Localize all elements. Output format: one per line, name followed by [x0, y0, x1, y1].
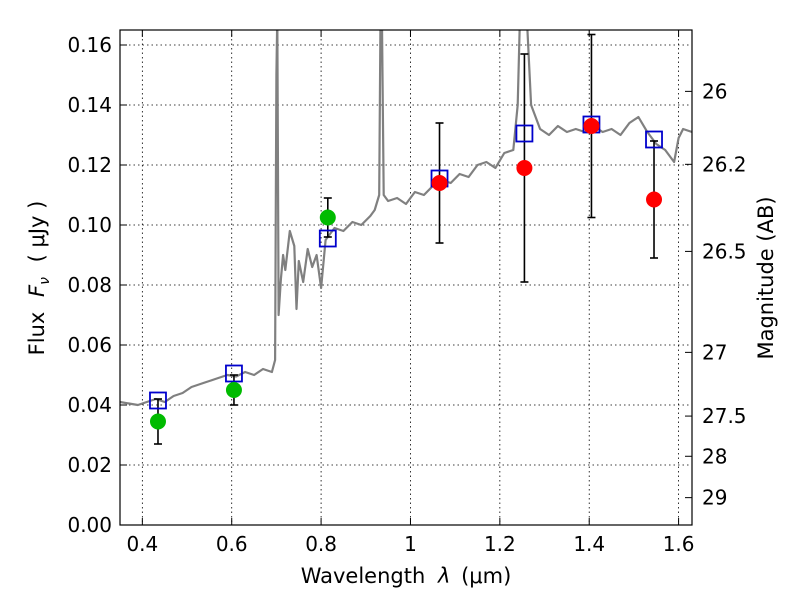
- axes: 0.4 0.6 0.8 1 1.2 1.4 1.6 0.00 0.02 0.04 0.06 0.08 0…: [67, 30, 747, 556]
- right-axis-label: Magnitude (AB): [754, 196, 778, 359]
- model-photometry-square: [318, 229, 337, 248]
- y2-tick-label: 26.2: [702, 152, 747, 176]
- y-tick-label: 0.00: [67, 513, 112, 537]
- x-tick-label: 1: [404, 532, 417, 556]
- y-axis-unit: ( μJy ): [25, 201, 49, 263]
- y2-tick-label: 27.5: [702, 404, 747, 428]
- y-tick-label: 0.02: [67, 453, 112, 477]
- observed-flux-point: [319, 209, 336, 226]
- x-tick-label: 1.2: [484, 532, 516, 556]
- x-axis-symbol: λ: [437, 564, 450, 588]
- y-tick-label: 0.06: [67, 333, 112, 357]
- observed-flux-point: [149, 413, 166, 430]
- observed-flux-point: [225, 382, 242, 398]
- x-tick-label: 0.8: [305, 532, 337, 556]
- x-tick-label: 0.6: [216, 532, 248, 556]
- observed-flux-point: [516, 160, 533, 176]
- y-tick-label: 0.10: [67, 213, 112, 237]
- y-tick-label: 0.04: [67, 393, 112, 417]
- model-photometry-square: [225, 364, 243, 383]
- y-tick-label: 0.16: [67, 33, 112, 57]
- x-axis-unit: (μm): [461, 564, 511, 588]
- x-tick-label: 0.4: [126, 532, 158, 556]
- model-photometry-square: [149, 391, 167, 410]
- x-axis-label-text: Wavelength: [301, 564, 426, 588]
- y-axis-label-text: Flux: [25, 312, 49, 356]
- y-axis-symbol: F: [25, 284, 49, 297]
- observed-flux-point: [583, 118, 600, 134]
- y-axis-subscript: ν: [37, 277, 53, 285]
- y2-tick-label: 27: [702, 340, 727, 364]
- y2-tick-label: 28: [702, 444, 727, 468]
- observed-flux-point: [431, 175, 448, 191]
- y2-tick-label: 26: [702, 79, 727, 103]
- y-tick-label: 0.08: [67, 273, 112, 297]
- x-tick-label: 1.6: [663, 532, 695, 556]
- y-axis-label: Flux Fν ( μJy ): [25, 201, 54, 356]
- y2-tick-label: 29: [702, 486, 727, 510]
- observed-flux-point: [646, 191, 663, 208]
- model-photometry-square: [515, 124, 534, 143]
- x-tick-label: 1.4: [573, 532, 605, 556]
- y-tick-label: 0.14: [67, 93, 112, 117]
- model-photometry-square: [645, 130, 663, 149]
- y2-tick-label: 26.5: [702, 239, 747, 263]
- series-layer: [120, 30, 692, 445]
- x-axis-label: Wavelength λ (μm): [301, 564, 512, 588]
- plot-frame: [119, 29, 693, 526]
- y-tick-label: 0.12: [67, 153, 112, 177]
- model-spectrum-line: [120, 30, 692, 407]
- grid-lines: [120, 30, 692, 526]
